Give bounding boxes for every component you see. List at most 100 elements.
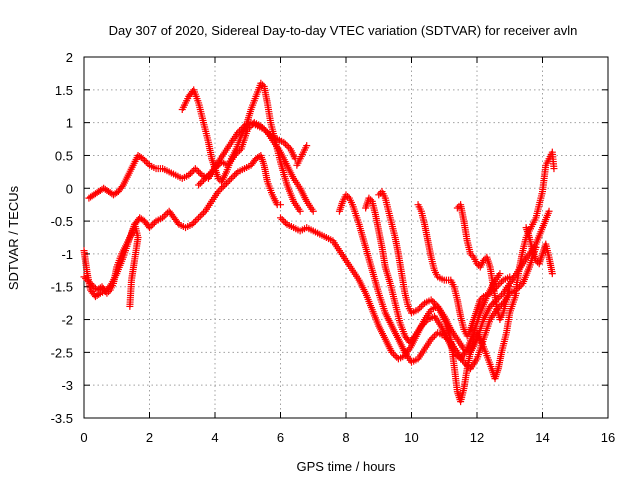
series-5 (195, 119, 299, 189)
series-1 (80, 151, 284, 301)
data-point (146, 224, 153, 232)
data-point (141, 156, 149, 164)
data-point (262, 127, 270, 135)
data-point (478, 294, 486, 302)
data-point (188, 168, 196, 176)
data-point (430, 299, 438, 307)
data-point (309, 207, 317, 215)
series-12 (453, 201, 514, 324)
x-tick-label: 16 (601, 430, 615, 445)
data-point (498, 291, 506, 299)
data-point (512, 289, 520, 297)
data-point (193, 166, 201, 174)
data-point (201, 174, 209, 182)
data-point (185, 171, 193, 179)
y-tick-label: 0.5 (55, 148, 73, 163)
series-14 (522, 224, 556, 278)
data-point (280, 217, 288, 225)
data-point (429, 297, 437, 305)
data-point (388, 348, 396, 356)
data-point (232, 170, 240, 178)
data-point (278, 215, 286, 223)
data-point (480, 256, 488, 264)
data-point (468, 252, 476, 260)
data-point (429, 334, 437, 342)
series-13 (512, 148, 558, 291)
data-point (150, 219, 158, 227)
data-point (281, 140, 289, 148)
data-point (160, 212, 168, 220)
y-tick-label: 1.5 (55, 83, 73, 98)
chart-title: Day 307 of 2020, Sidereal Day-to-day VTE… (109, 23, 578, 38)
data-point (105, 288, 113, 296)
y-tick-label: 0 (66, 181, 73, 196)
data-point (532, 256, 540, 264)
data-point (218, 184, 226, 192)
data-point (532, 243, 540, 251)
series-3 (80, 220, 142, 310)
data-point (419, 320, 427, 328)
data-point (196, 212, 204, 220)
data-point (214, 174, 222, 182)
data-point (422, 317, 430, 325)
series-4 (178, 79, 304, 215)
data-point (200, 209, 208, 217)
x-tick-label: 12 (470, 430, 484, 445)
data-point (219, 183, 227, 191)
series-6 (293, 142, 311, 169)
data-point (506, 283, 514, 291)
data-point (83, 276, 91, 284)
data-point (260, 125, 268, 133)
data-point (265, 130, 273, 138)
data-point (221, 181, 229, 189)
data-point (87, 279, 95, 287)
data-point (216, 186, 224, 194)
data-point (118, 183, 126, 191)
data-point (453, 204, 461, 212)
data-point (344, 192, 352, 200)
x-tick-label: 4 (211, 430, 218, 445)
data-point (303, 142, 311, 150)
data-point (281, 219, 289, 227)
y-tick-label: -3.5 (51, 411, 73, 426)
data-point (496, 279, 504, 287)
data-point (227, 174, 235, 182)
series-10 (375, 188, 520, 406)
data-point (139, 155, 147, 163)
y-tick-label: -2 (61, 313, 73, 328)
data-point (142, 158, 150, 166)
data-point (204, 171, 212, 179)
data-point (427, 335, 435, 343)
data-point (506, 273, 514, 281)
y-tick-label: -1.5 (51, 280, 73, 295)
data-point (214, 188, 222, 196)
data-point (391, 352, 399, 360)
data-point (466, 250, 474, 258)
data-point (159, 214, 167, 222)
data-point (237, 125, 245, 133)
data-point (195, 214, 203, 222)
data-point (410, 334, 418, 342)
data-point (198, 211, 206, 219)
data-point (283, 142, 291, 150)
y-tick-label: 1 (66, 116, 73, 131)
data-point (473, 260, 481, 268)
data-point (226, 176, 234, 184)
data-point (496, 270, 504, 278)
data-point (195, 168, 203, 176)
data-point (193, 215, 201, 223)
data-point (277, 214, 284, 222)
x-axis-label: GPS time / hours (297, 459, 396, 474)
data-point (417, 302, 425, 310)
y-tick-label: -2.5 (51, 345, 73, 360)
data-point (417, 322, 425, 330)
data-point (198, 178, 206, 186)
data-point (476, 296, 484, 304)
data-point (416, 304, 424, 312)
data-point (545, 207, 553, 215)
y-tick-label: 2 (66, 50, 73, 65)
data-point (188, 220, 196, 228)
data-point (498, 278, 506, 286)
data-point (427, 296, 435, 304)
